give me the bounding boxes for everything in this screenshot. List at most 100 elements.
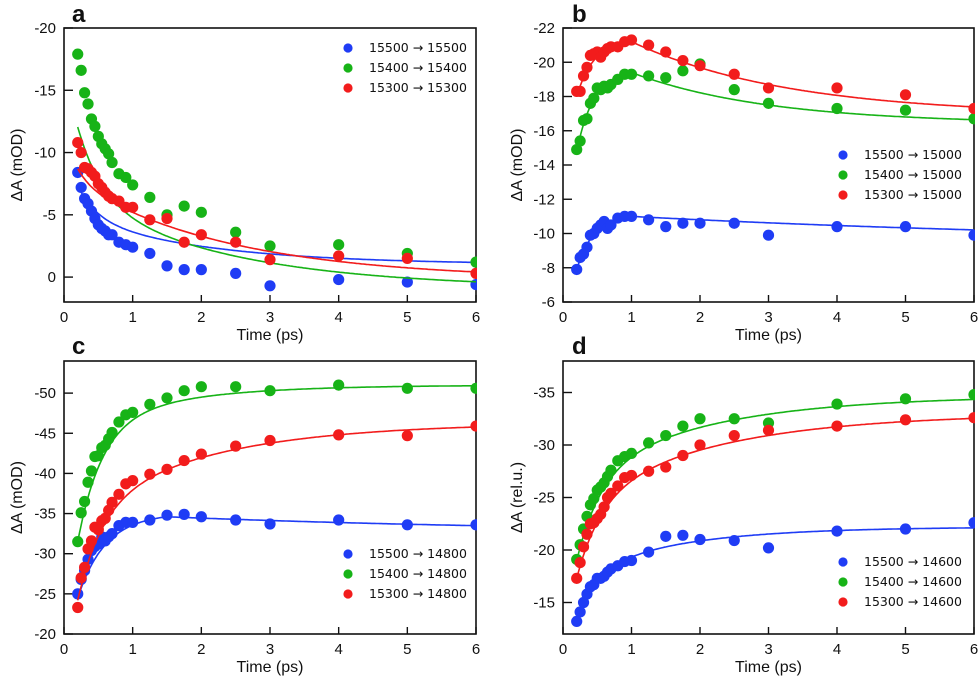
data-point (677, 420, 689, 432)
data-point (899, 393, 912, 405)
legend: 15500 → 14600 15400 → 14600 15300 → 14600 (838, 554, 962, 609)
fit-line (76, 126, 477, 283)
data-point (264, 385, 276, 397)
data-point (728, 413, 740, 425)
data-point (660, 461, 672, 473)
y-tick-label: -15 (34, 82, 56, 99)
data-point (660, 221, 672, 233)
x-tick-label: 2 (696, 641, 704, 658)
data-point (401, 252, 413, 265)
series-red (72, 420, 477, 614)
data-point (660, 530, 672, 542)
x-tick-label: 4 (334, 309, 342, 326)
y-tick-label: -30 (533, 437, 555, 454)
data-point (968, 517, 975, 529)
data-point (831, 420, 843, 432)
data-point (694, 533, 706, 546)
data-point (571, 615, 583, 628)
data-point (677, 529, 689, 541)
data-point (625, 68, 638, 80)
data-point (588, 492, 600, 505)
data-point (899, 89, 912, 101)
data-point (625, 447, 638, 459)
data-point (401, 430, 413, 442)
x-axis-title: Time (ps) (735, 327, 802, 344)
data-point (831, 102, 843, 115)
data-point (106, 229, 118, 241)
data-point (230, 440, 242, 452)
series-blue (571, 210, 975, 276)
y-axis-title: ΔA (rel.u.) (509, 462, 526, 533)
y-tick-label: -10 (34, 145, 56, 162)
fit-line (76, 426, 477, 601)
data-point (72, 536, 84, 548)
data-point (85, 535, 98, 547)
data-point (694, 217, 706, 229)
x-tick-label: 5 (901, 309, 909, 326)
y-tick-label: -18 (533, 89, 555, 106)
y-tick-label: -8 (542, 260, 555, 277)
data-point (762, 229, 775, 241)
data-point (178, 264, 190, 276)
data-point (127, 241, 139, 253)
fit-line (575, 71, 975, 152)
data-point (230, 381, 242, 393)
data-point (728, 534, 740, 547)
data-point (178, 200, 190, 212)
legend-marker (838, 170, 848, 180)
fit-line (575, 40, 975, 108)
data-point (127, 475, 139, 487)
legend-marker (343, 63, 353, 73)
data-point (694, 439, 706, 451)
data-point (264, 434, 276, 447)
data-point (577, 596, 590, 609)
data-point (333, 239, 345, 251)
data-point (581, 241, 593, 253)
data-point (195, 229, 207, 241)
data-point (79, 561, 91, 573)
data-point (643, 39, 655, 51)
data-point (571, 572, 583, 584)
data-point (677, 54, 689, 67)
x-tick-label: 6 (472, 309, 480, 326)
y-tick-label: -10 (533, 226, 555, 243)
panel-a: a 0 1 2 3 4 5 6 0 -5 -10 -15 -20 Time (ps) ΔA (mOD) 155… (9, 1, 480, 344)
x-tick-label: 1 (627, 641, 635, 658)
data-point (968, 229, 975, 241)
series-red (571, 412, 975, 584)
panel-b: b 0 1 2 3 4 5 6 -6 -8 -10 -12 -14 -16 -18 -20 -22 Time (p… (509, 1, 978, 344)
data-point (144, 191, 156, 203)
data-point (598, 501, 610, 513)
legend-marker (343, 43, 353, 53)
data-point (401, 519, 413, 531)
x-tick-label: 6 (472, 641, 480, 658)
x-axis-title: Time (ps) (735, 659, 802, 676)
x-tick-label: 4 (833, 309, 841, 326)
data-point (401, 276, 413, 288)
legend-marker (343, 549, 353, 559)
x-tick-label: 3 (266, 641, 274, 658)
y-tick-label: -25 (533, 490, 555, 507)
y-axis-title: ΔA (mOD) (9, 129, 26, 202)
fit-line (76, 384, 477, 542)
series-green (72, 48, 477, 283)
data-point (75, 146, 87, 159)
data-point (161, 509, 173, 521)
data-point (899, 221, 912, 233)
data-point (643, 214, 655, 226)
legend: 15500 → 14800 15400 → 14800 15300 → 14800 (343, 546, 467, 601)
data-point (106, 426, 118, 439)
data-point (605, 464, 617, 476)
data-point (577, 70, 590, 82)
x-tick-label: 5 (403, 309, 411, 326)
data-point (333, 273, 345, 286)
x-tick-label: 3 (764, 641, 772, 658)
series-green (571, 58, 975, 156)
legend-label: 15500 → 14800 (369, 546, 467, 561)
y-tick-label: -35 (533, 385, 555, 402)
x-axis-title: Time (ps) (237, 327, 304, 344)
data-point (161, 463, 173, 475)
series-red (72, 136, 477, 279)
y-axis-title: ΔA (mOD) (509, 129, 526, 202)
